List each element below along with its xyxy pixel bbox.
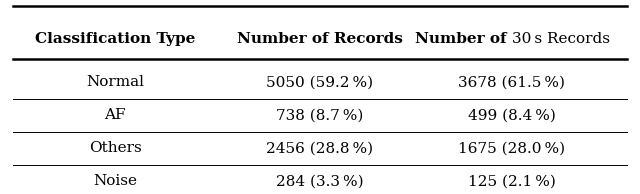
Text: 30 s Records: 30 s Records — [512, 32, 610, 46]
Text: 125 (2.1 %): 125 (2.1 %) — [468, 174, 556, 188]
Text: Noise: Noise — [93, 174, 137, 188]
Text: Number of: Number of — [415, 32, 512, 46]
Text: Normal: Normal — [86, 75, 144, 89]
Text: 5050 (59.2 %): 5050 (59.2 %) — [266, 75, 374, 89]
Text: Number of Records: Number of Records — [237, 32, 403, 46]
Text: 2456 (28.8 %): 2456 (28.8 %) — [266, 141, 374, 155]
Text: Others: Others — [89, 141, 141, 155]
Text: Classification Type: Classification Type — [35, 32, 195, 46]
Text: 738 (8.7 %): 738 (8.7 %) — [276, 108, 364, 122]
Text: 1675 (28.0 %): 1675 (28.0 %) — [458, 141, 566, 155]
Text: AF: AF — [104, 108, 126, 122]
Text: 499 (8.4 %): 499 (8.4 %) — [468, 108, 556, 122]
Text: 284 (3.3 %): 284 (3.3 %) — [276, 174, 364, 188]
Text: 3678 (61.5 %): 3678 (61.5 %) — [458, 75, 566, 89]
